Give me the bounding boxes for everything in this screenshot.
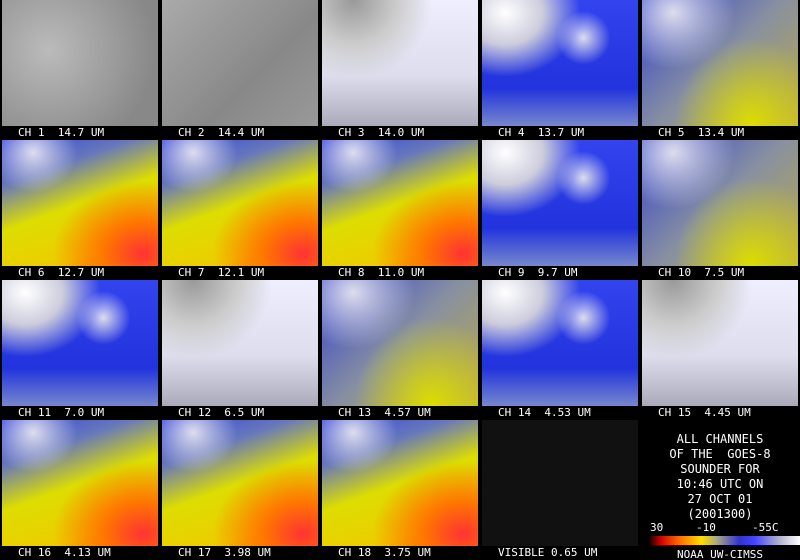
- channel-panel: CH 5 13.4 UM: [640, 0, 800, 140]
- info-panel: 30 -10 -55C NOAA UW-CIMSS ALL CHANNELS OF…: [640, 420, 800, 560]
- satellite-image: [642, 140, 798, 266]
- info-line: ALL CHANNELS: [676, 432, 764, 446]
- panel-label: CH 8 11.0 UM: [338, 266, 425, 279]
- panel-label: VISIBLE 0.65 UM: [498, 546, 598, 559]
- panel-label: CH 6 12.7 UM: [18, 266, 105, 279]
- channel-panel: VISIBLE 0.65 UM: [480, 420, 640, 560]
- channel-panel: CH 6 12.7 UM: [0, 140, 160, 280]
- panel-label: CH 4 13.7 UM: [498, 126, 585, 139]
- panel-label: CH 13 4.57 UM: [338, 406, 431, 419]
- channel-panel: CH 16 4.13 UM: [0, 420, 160, 560]
- satellite-image: [482, 280, 638, 406]
- channel-panel: CH 3 14.0 UM: [320, 0, 480, 140]
- panel-label: CH 2 14.4 UM: [178, 126, 265, 139]
- panel-label: CH 15 4.45 UM: [658, 406, 751, 419]
- panel-label: CH 3 14.0 UM: [338, 126, 425, 139]
- satellite-image: [2, 140, 158, 266]
- satellite-image: [322, 280, 478, 406]
- satellite-image: [642, 0, 798, 126]
- panel-label: CH 14 4.53 UM: [498, 406, 591, 419]
- panel-label: CH 1 14.7 UM: [18, 126, 105, 139]
- info-line: 10:46 UTC ON: [676, 477, 764, 491]
- info-line: 27 OCT 01: [687, 492, 753, 506]
- panel-label: CH 9 9.7 UM: [498, 266, 578, 279]
- channel-panel: CH 18 3.75 UM: [320, 420, 480, 560]
- channel-panel: CH 11 7.0 UM: [0, 280, 160, 420]
- credit: NOAA UW-CIMSS: [676, 548, 764, 560]
- channel-panel: CH 8 11.0 UM: [320, 140, 480, 280]
- satellite-image: [2, 420, 158, 546]
- satellite-image: [2, 0, 158, 126]
- scale-label: 30: [650, 521, 664, 534]
- channel-panel: CH 12 6.5 UM: [160, 280, 320, 420]
- channel-panel: CH 9 9.7 UM: [480, 140, 640, 280]
- channel-panel: CH 7 12.1 UM: [160, 140, 320, 280]
- panel-label: CH 11 7.0 UM: [18, 406, 105, 419]
- satellite-image: [642, 280, 798, 406]
- panel-label: CH 17 3.98 UM: [178, 546, 271, 559]
- info-line: OF THE GOES-8: [669, 447, 771, 461]
- panel-label: CH 12 6.5 UM: [178, 406, 265, 419]
- panel-label: CH 7 12.1 UM: [178, 266, 265, 279]
- scale-label: -55C: [752, 521, 779, 534]
- satellite-image: [322, 140, 478, 266]
- satellite-image: [322, 0, 478, 126]
- panel-label: CH 5 13.4 UM: [658, 126, 745, 139]
- satellite-image: [482, 0, 638, 126]
- channel-panel: CH 4 13.7 UM: [480, 0, 640, 140]
- scale-label: -10: [696, 521, 716, 534]
- color-scale: [648, 536, 800, 545]
- channel-panel: CH 10 7.5 UM: [640, 140, 800, 280]
- panel-label: CH 16 4.13 UM: [18, 546, 111, 559]
- channel-panel: CH 17 3.98 UM: [160, 420, 320, 560]
- satellite-image: [322, 420, 478, 546]
- satellite-image: [162, 420, 318, 546]
- satellite-image: [2, 280, 158, 406]
- panel-label: CH 18 3.75 UM: [338, 546, 431, 559]
- info-line: (2001300): [687, 507, 753, 521]
- satellite-image: [482, 140, 638, 266]
- channel-panel: CH 2 14.4 UM: [160, 0, 320, 140]
- satellite-image: [162, 280, 318, 406]
- info-line: SOUNDER FOR: [680, 462, 760, 476]
- channel-panel: CH 15 4.45 UM: [640, 280, 800, 420]
- channel-panel: CH 14 4.53 UM: [480, 280, 640, 420]
- channel-panel: CH 13 4.57 UM: [320, 280, 480, 420]
- satellite-image: [162, 0, 318, 126]
- channel-panel: CH 1 14.7 UM: [0, 0, 160, 140]
- satellite-image: [162, 140, 318, 266]
- panel-label: CH 10 7.5 UM: [658, 266, 745, 279]
- satellite-image: [482, 420, 638, 546]
